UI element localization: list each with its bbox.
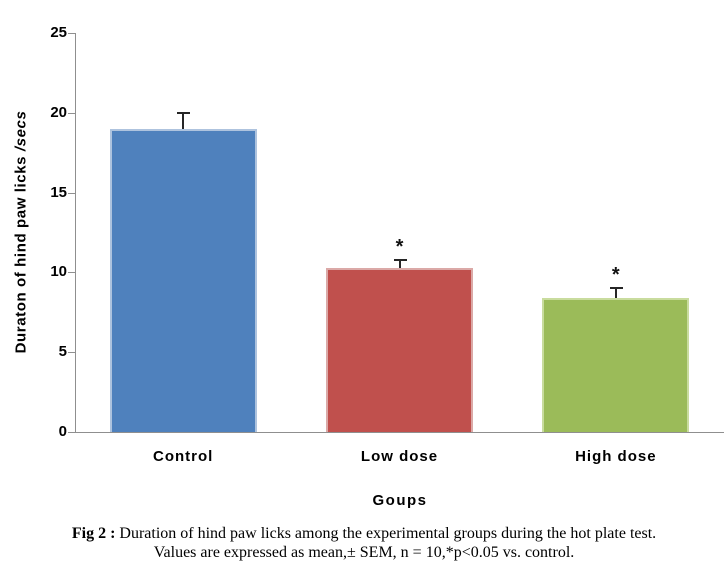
- y-tick-label: 0: [58, 423, 67, 440]
- bar-high-dose: [542, 297, 690, 432]
- error-bar-cap: [177, 111, 191, 114]
- bar-control: [109, 128, 257, 432]
- error-bar-cap: [393, 258, 407, 261]
- y-tick-mark: [68, 432, 75, 433]
- y-axis-title-text: Duraton of hind paw licks: [12, 151, 30, 354]
- error-bar-line: [398, 259, 401, 268]
- caption-fig-label: Fig 2 :: [71, 525, 116, 542]
- y-axis-title: Duraton of hind paw licks /secs: [13, 111, 30, 354]
- x-axis-title: Goups: [372, 492, 428, 509]
- significance-asterisk: *: [611, 264, 620, 287]
- y-tick-mark: [68, 33, 75, 34]
- y-axis-line: [75, 33, 76, 432]
- y-tick-mark: [68, 112, 75, 114]
- x-tick-label: Low dose: [360, 448, 439, 465]
- y-tick-label: 10: [50, 263, 67, 281]
- significance-asterisk: *: [395, 235, 404, 258]
- x-tick-label: Control: [152, 448, 214, 465]
- error-bar-line: [614, 288, 617, 298]
- y-tick-label: 25: [50, 24, 67, 41]
- caption-line-1: Fig 2 : Duration of hind paw licks among…: [0, 524, 728, 543]
- y-tick-label: 20: [50, 103, 67, 121]
- error-bar-cap: [609, 287, 623, 290]
- y-tick-label: 5: [58, 343, 67, 361]
- bar-low-dose: [326, 267, 473, 432]
- figure-caption: Fig 2 : Duration of hind paw licks among…: [0, 524, 728, 562]
- error-bar-line: [182, 112, 185, 129]
- y-axis-title-units: /secs: [12, 110, 30, 152]
- y-tick-mark: [68, 192, 75, 194]
- caption-line1-text: Duration of hind paw licks among the exp…: [115, 525, 657, 542]
- y-tick-mark: [68, 272, 75, 274]
- y-tick-mark: [68, 352, 75, 354]
- x-tick-label: High dose: [575, 448, 657, 465]
- y-tick-label: 15: [50, 183, 67, 201]
- x-axis-line: [75, 432, 724, 433]
- caption-line-2: Values are expressed as mean,± SEM, n = …: [153, 544, 575, 561]
